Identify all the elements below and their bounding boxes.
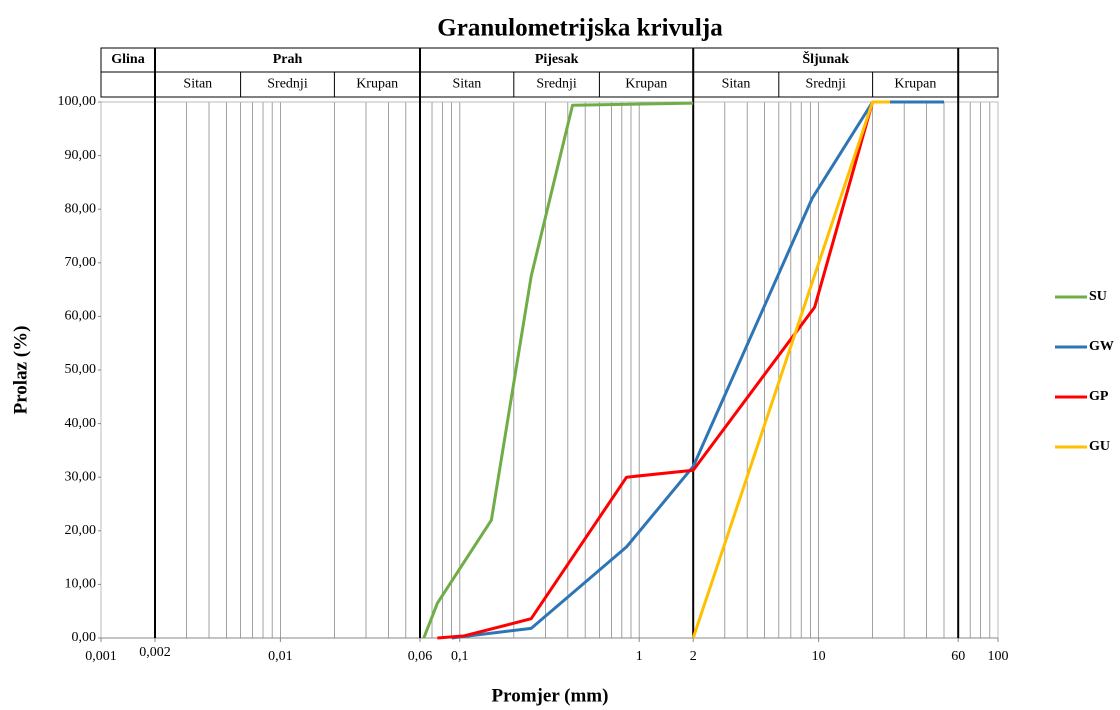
subfraction-label: Krupan — [356, 77, 398, 92]
data-line — [422, 101, 694, 639]
x-axis-title: Promjer (mm) — [492, 685, 609, 706]
fraction-label: Šljunak — [802, 50, 849, 67]
fraction-label: Pijesak — [535, 52, 579, 67]
x-tick-label: 60 — [951, 649, 965, 664]
subfraction-label: Krupan — [625, 77, 667, 92]
x-tick-label: 2 — [690, 649, 697, 664]
x-tick-label: 0,001 — [85, 649, 117, 664]
x-tick-label: 0,002 — [139, 645, 171, 660]
legend-label: GP — [1089, 389, 1109, 404]
y-axis-title: Prolaz (%) — [10, 326, 31, 415]
chart-title: Granulometrijska krivulja — [437, 15, 723, 42]
y-tick-label: 70,00 — [65, 255, 97, 270]
data-line — [451, 100, 944, 640]
subfraction-label: Sitan — [722, 77, 751, 92]
y-tick-label: 10,00 — [65, 577, 97, 592]
x-tick-label: 100 — [988, 649, 1009, 664]
subfraction-label: Krupan — [894, 77, 936, 92]
subfraction-label: Srednji — [536, 77, 577, 92]
legend-label: GW — [1089, 339, 1114, 354]
data-line — [437, 101, 875, 640]
subfraction-label: Sitan — [183, 77, 212, 92]
x-tick-label: 10 — [812, 649, 826, 664]
fraction-label: Prah — [273, 52, 303, 67]
plot-border — [100, 101, 999, 639]
y-tick-label: 0,00 — [72, 630, 97, 645]
fraction-label: Glina — [111, 52, 144, 67]
x-tick-label: 1 — [636, 649, 643, 664]
legend-label: GU — [1089, 439, 1110, 454]
y-tick-label: 30,00 — [65, 469, 97, 484]
y-tick-label: 60,00 — [65, 309, 97, 324]
data-line — [691, 100, 890, 639]
y-tick-label: 90,00 — [65, 148, 97, 163]
y-tick-label: 100,00 — [58, 94, 97, 109]
y-tick-label: 40,00 — [65, 416, 97, 431]
x-tick-label: 0,1 — [451, 649, 469, 664]
subfraction-label: Sitan — [453, 77, 482, 92]
subfraction-label: Srednji — [267, 77, 308, 92]
y-tick-label: 80,00 — [65, 201, 97, 216]
subfraction-label: Srednji — [805, 77, 846, 92]
y-tick-label: 50,00 — [65, 362, 97, 377]
legend-label: SU — [1089, 289, 1107, 304]
y-tick-label: 20,00 — [65, 523, 97, 538]
x-tick-label: 0,01 — [268, 649, 293, 664]
x-tick-label: 0,06 — [408, 649, 433, 664]
